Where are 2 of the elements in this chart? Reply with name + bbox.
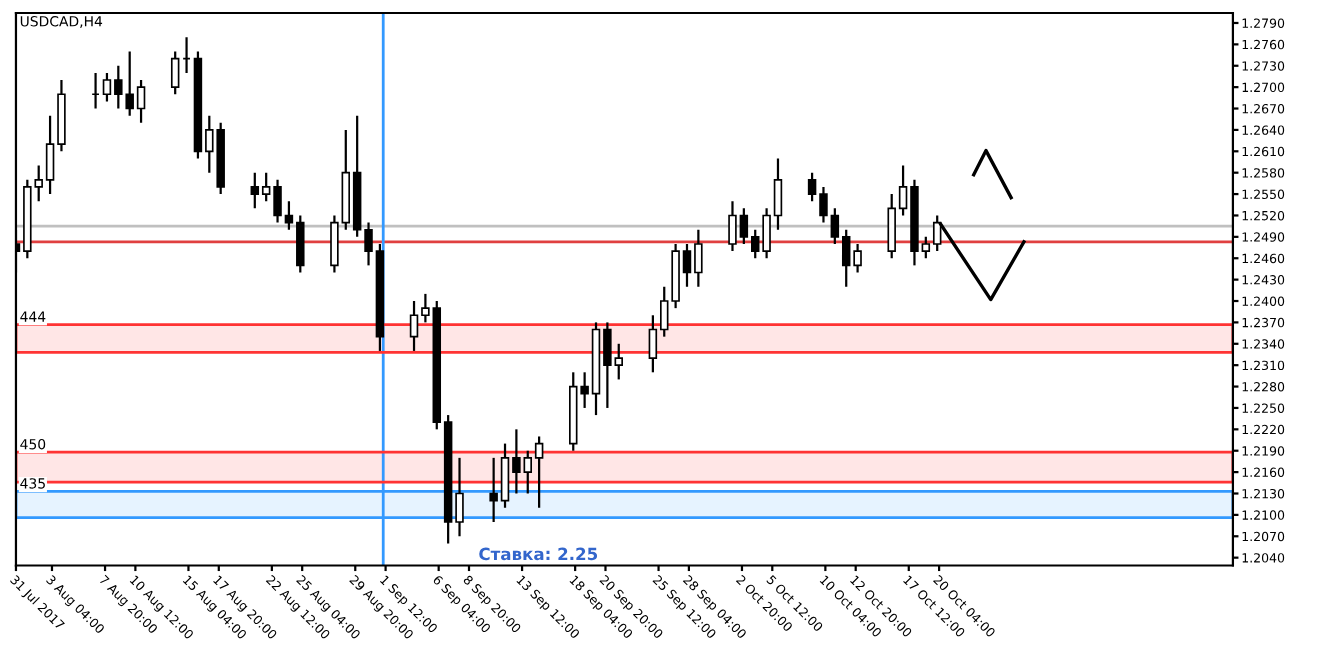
candlestick	[170, 50, 180, 96]
annotation: Ставка: 2.25	[479, 547, 598, 561]
